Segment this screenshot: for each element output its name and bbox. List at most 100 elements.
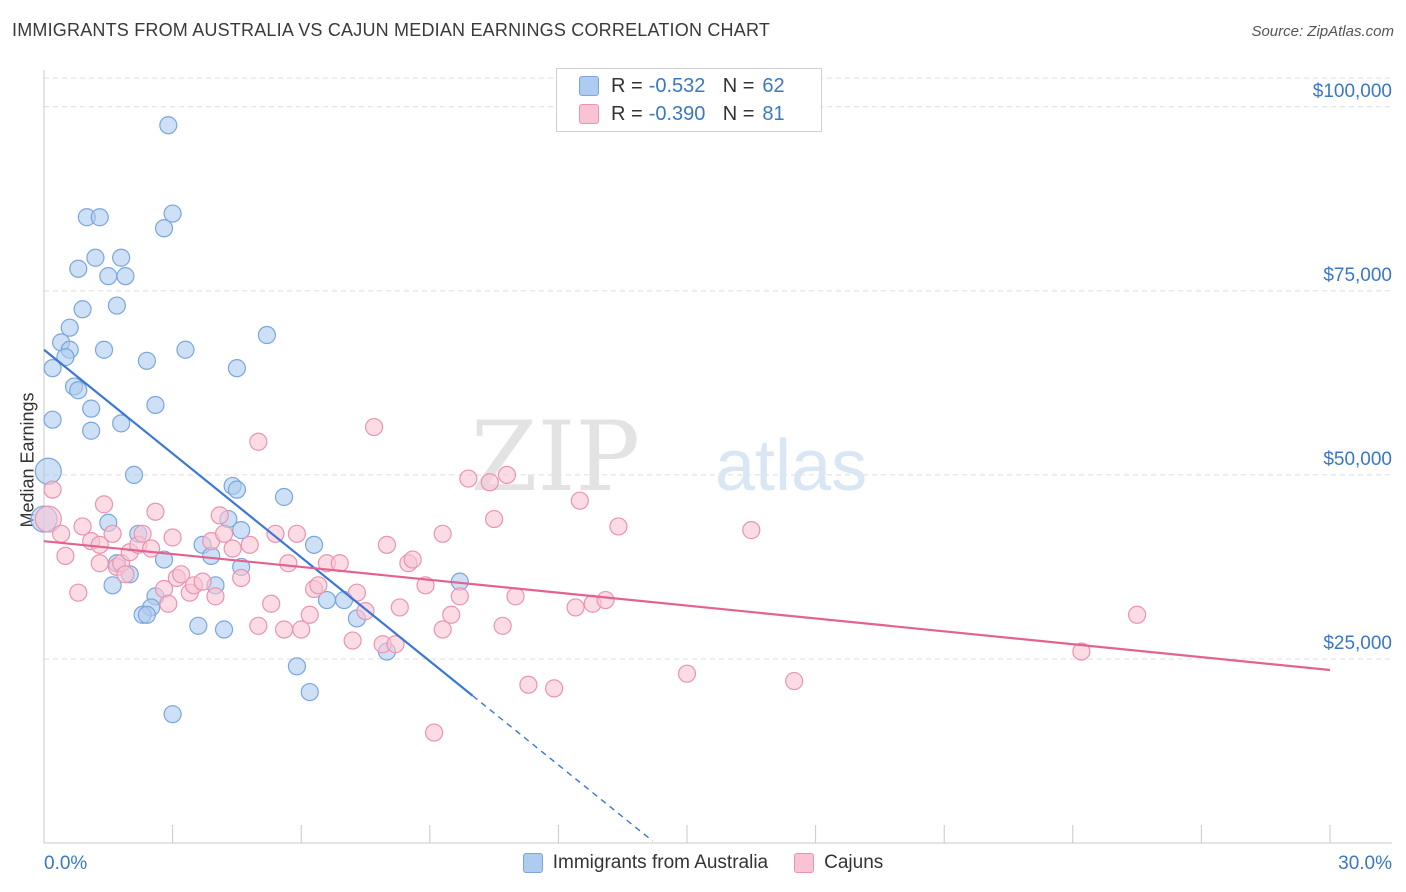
data-point (116, 267, 135, 286)
data-point (124, 465, 144, 485)
y-tick-label: $50,000 (1323, 449, 1392, 470)
data-point (249, 616, 268, 635)
data-point (73, 300, 92, 319)
y-tick-label: $100,000 (1313, 81, 1392, 102)
x-tick-label: 30.0% (1338, 853, 1392, 874)
source-label: Source: ZipAtlas.com (1251, 23, 1394, 40)
data-point (193, 572, 212, 591)
data-point (506, 587, 525, 606)
data-point (69, 381, 88, 400)
pink-swatch-icon (579, 104, 599, 124)
data-point (133, 524, 152, 543)
n-value: 81 (762, 102, 785, 125)
data-point (485, 509, 504, 529)
chart-title: IMMIGRANTS FROM AUSTRALIA VS CAJUN MEDIA… (12, 20, 771, 40)
data-point (279, 554, 298, 573)
data-point (424, 723, 444, 742)
data-point (343, 631, 362, 650)
data-point (107, 296, 126, 315)
data-point (403, 550, 422, 569)
data-point (172, 565, 191, 584)
data-point (159, 116, 178, 135)
data-point (82, 421, 101, 440)
data-point (227, 359, 246, 378)
legend-label: Cajuns (824, 852, 884, 873)
data-point (210, 506, 229, 525)
data-point (116, 565, 135, 584)
data-point (459, 469, 478, 488)
data-point (94, 495, 114, 514)
legend-item-australia: Immigrants from Australia (522, 852, 769, 874)
data-point (112, 248, 131, 267)
data-point (1127, 605, 1147, 624)
data-point (570, 491, 589, 510)
data-point (43, 480, 62, 499)
data-point (90, 208, 109, 227)
data-point (480, 473, 499, 492)
data-point (69, 583, 88, 602)
r-value: -0.532 (648, 74, 706, 97)
data-point (159, 594, 178, 613)
data-point (112, 414, 131, 433)
data-point (163, 705, 182, 724)
watermark-zip: ZIP (471, 401, 640, 513)
data-point (56, 348, 75, 367)
data-point (43, 359, 62, 378)
trend-lines (43, 348, 1331, 842)
data-point (274, 487, 294, 507)
data-point (82, 399, 101, 418)
legend-row-cajuns: R = -0.390 N = 81 (579, 103, 785, 125)
data-point (442, 605, 461, 624)
data-point (433, 620, 452, 639)
data-point (142, 539, 161, 558)
data-point (287, 657, 307, 676)
data-point (266, 524, 285, 543)
data-point (94, 340, 114, 359)
data-point (742, 521, 761, 540)
data-point (214, 524, 234, 543)
data-point (609, 517, 628, 536)
data-point (364, 417, 384, 437)
data-point (274, 620, 294, 639)
data-point (163, 204, 182, 223)
data-point (287, 524, 307, 543)
data-point (223, 539, 242, 558)
series-cajuns (34, 417, 1147, 742)
data-point (785, 671, 804, 691)
r-label: R = (611, 102, 643, 125)
series-immigrants-from-australia (30, 116, 469, 724)
blue-swatch-icon (522, 853, 543, 873)
watermark: ZIP atlas (471, 401, 867, 513)
data-point (519, 675, 538, 694)
data-point (416, 576, 435, 595)
data-point (497, 465, 517, 485)
data-point (56, 546, 75, 565)
legend-item-cajuns: Cajuns (794, 852, 883, 874)
data-point (60, 318, 79, 337)
data-point (154, 550, 174, 569)
n-label: N = (722, 102, 755, 125)
data-point (214, 620, 234, 639)
data-point (377, 535, 397, 554)
legend-row-australia: R = -0.532 N = 62 (579, 75, 785, 97)
data-point (99, 267, 118, 286)
data-point (1072, 642, 1091, 661)
data-point (34, 457, 62, 485)
data-point (433, 524, 452, 543)
data-point (227, 480, 246, 499)
data-point (206, 587, 225, 606)
data-point (189, 616, 208, 635)
data-point (73, 517, 92, 536)
r-label: R = (611, 74, 643, 97)
data-point (450, 587, 469, 606)
data-point (146, 502, 165, 521)
data-point (386, 635, 405, 654)
data-point (390, 598, 409, 617)
data-point (232, 521, 251, 540)
legend-label: Immigrants from Australia (552, 852, 769, 873)
correlation-legend: R = -0.532 N = 62 R = -0.390 N = 81 (556, 68, 822, 132)
data-point (69, 259, 88, 278)
data-point (232, 568, 251, 588)
data-point (43, 410, 62, 429)
data-point (596, 590, 615, 610)
